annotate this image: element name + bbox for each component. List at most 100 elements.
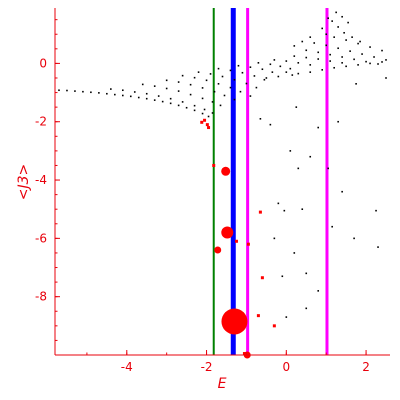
series-0-point-23: [145, 92, 148, 95]
series-0-point-37: [219, 104, 222, 107]
series-0-point-20: [110, 88, 112, 90]
series-0-point-53: [209, 73, 212, 75]
bubble-3: [214, 246, 222, 254]
series-0-point-125: [355, 83, 357, 85]
series-0-point-96: [345, 39, 347, 41]
series-1-point-1: [205, 123, 209, 127]
series-0-point-16: [185, 106, 188, 109]
series-0-point-107: [347, 21, 349, 24]
series-0-point-2: [74, 90, 76, 92]
series-0-point-93: [385, 59, 387, 61]
series-0-point-121: [381, 61, 383, 63]
series-0-point-76: [305, 56, 308, 59]
y-tick-label-2: -4: [35, 173, 47, 187]
series-0-point-31: [153, 85, 156, 87]
series-0-point-94: [325, 33, 327, 36]
series-0-point-39: [177, 81, 180, 83]
series-0-point-85: [365, 60, 367, 63]
series-0-point-147: [305, 272, 308, 275]
series-0-point-101: [337, 26, 339, 28]
series-0-point-135: [327, 167, 329, 170]
series-0-point-87: [313, 42, 316, 44]
series-0-point-56: [245, 82, 248, 85]
series-0-point-11: [145, 97, 148, 100]
series-0-point-21: [121, 89, 124, 92]
series-0-point-7: [114, 93, 116, 96]
series-0-point-50: [239, 90, 242, 93]
series-0-point-132: [289, 150, 292, 152]
series-0-point-144: [353, 237, 355, 240]
series-0-point-97: [357, 42, 359, 45]
x-axis-label: E: [218, 376, 227, 392]
series-0-point-109: [301, 40, 304, 43]
series-0-point-80: [305, 49, 308, 52]
series-0-point-84: [353, 58, 355, 61]
series-0-point-54: [221, 75, 224, 78]
bubble-1: [221, 226, 234, 239]
series-0-point-36: [211, 101, 214, 103]
series-0-point-98: [369, 46, 371, 48]
series-1-point-10: [246, 242, 250, 246]
series-0-point-106: [341, 15, 343, 18]
series-0-point-41: [201, 87, 204, 89]
series-0-point-74: [309, 64, 312, 66]
series-0-point-78: [329, 60, 331, 62]
series-0-point-99: [381, 49, 383, 52]
series-0-point-75: [293, 55, 296, 57]
series-0-point-27: [193, 104, 196, 107]
series-0-point-63: [237, 64, 240, 67]
tick-labels: -4 -2 0 2 0 -2 -4 -6 -8: [35, 56, 370, 374]
series-0-point-88: [325, 44, 327, 47]
series-0-point-3: [82, 90, 84, 93]
series-1-point-11: [260, 276, 264, 280]
x-tick-label-2: 0: [282, 360, 290, 374]
series-0-point-136: [341, 190, 343, 193]
series-0-point-95: [333, 36, 335, 38]
series-0-point-52: [197, 71, 200, 73]
series-0-point-32: [165, 87, 168, 90]
series-0-point-141: [273, 237, 276, 240]
series-0-point-71: [273, 59, 276, 61]
vertical-reference-lines: [212, 8, 329, 355]
series-0-point-137: [375, 209, 377, 212]
series-0-point-49: [229, 86, 232, 89]
series-0-point-67: [257, 62, 260, 64]
series-0-point-34: [189, 93, 192, 96]
series-0-point-123: [277, 75, 280, 78]
series-0-point-127: [295, 106, 298, 108]
series-0-point-69: [279, 65, 282, 68]
series-0-point-82: [329, 53, 331, 56]
series-0-point-0: [58, 89, 60, 92]
series-0-point-9: [129, 95, 132, 98]
series-0-point-112: [327, 17, 329, 20]
series-1-point-4: [212, 163, 216, 167]
series-0-point-105: [335, 11, 337, 14]
series-1-point-7: [234, 239, 238, 243]
series-0-point-145: [377, 246, 379, 248]
axes: [54, 8, 390, 356]
series-0-point-134: [297, 167, 300, 170]
series-0-point-116: [321, 69, 324, 71]
y-tick-label-3: -6: [35, 231, 47, 245]
series-0-point-33: [177, 90, 180, 92]
series-0-point-150: [305, 307, 308, 310]
series-0-point-46: [193, 76, 196, 79]
series-0-point-38: [165, 79, 168, 82]
series-0-point-55: [233, 78, 236, 81]
series-0-point-72: [285, 60, 288, 62]
series-0-point-115: [309, 71, 312, 73]
series-0-point-45: [181, 74, 184, 77]
y-axis-label: <J3>: [16, 164, 32, 201]
series-0-point-149: [285, 316, 288, 318]
series-0-point-64: [249, 66, 252, 68]
series-0-point-48: [217, 83, 220, 85]
series-0-point-13: [161, 100, 164, 103]
series-0-point-51: [249, 95, 252, 97]
series-0-point-102: [343, 31, 345, 34]
series-0-point-146: [281, 275, 284, 278]
series-1-point-9: [258, 210, 262, 214]
series-0-point-92: [373, 56, 375, 58]
x-tick-label-1: -2: [201, 360, 213, 374]
series-1-point-0: [203, 118, 207, 122]
